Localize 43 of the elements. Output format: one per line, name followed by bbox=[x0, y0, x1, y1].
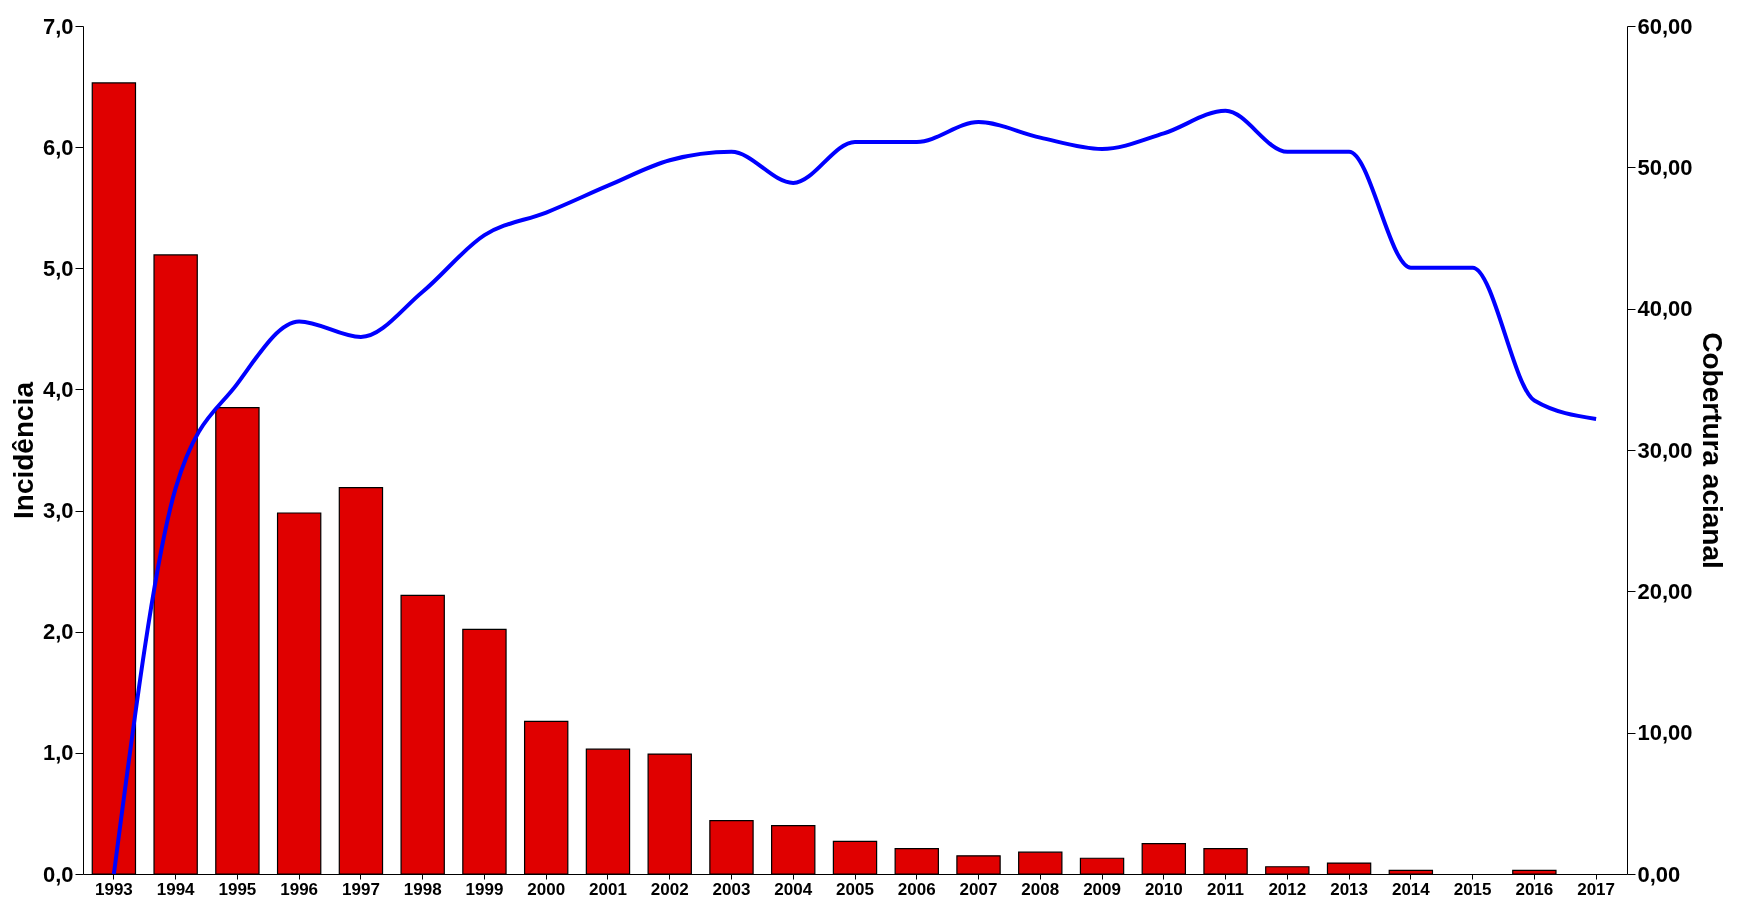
x-tick-label: 1993 bbox=[94, 879, 133, 899]
y2-tick-label: 60,00 bbox=[1637, 13, 1693, 39]
y-tick-label: 1,0 bbox=[42, 740, 74, 766]
x-tick-label: 2006 bbox=[897, 879, 936, 899]
y-tick-label: 5,0 bbox=[42, 255, 74, 281]
x-tick-label: 2002 bbox=[650, 879, 689, 899]
x-tick-label: 2007 bbox=[959, 879, 998, 899]
y2-tick-label: 20,00 bbox=[1637, 578, 1693, 604]
x-tick-label: 2000 bbox=[527, 879, 566, 899]
x-tick-label: 2009 bbox=[1083, 879, 1121, 899]
y2-tick-label: 40,00 bbox=[1637, 296, 1693, 322]
x-tick-label: 2015 bbox=[1453, 879, 1492, 899]
y-tick-label: 4,0 bbox=[42, 376, 74, 402]
y2-tick-label: 0,00 bbox=[1637, 861, 1681, 887]
x-tick-label: 2013 bbox=[1330, 879, 1368, 899]
x-tick-label: 2008 bbox=[1021, 879, 1060, 899]
x-tick-label: 2017 bbox=[1577, 879, 1616, 899]
x-tick-label: 2010 bbox=[1144, 879, 1183, 899]
x-tick-label: 1998 bbox=[403, 879, 442, 899]
x-tick-label: 2003 bbox=[712, 879, 751, 899]
x-tick-label: 1995 bbox=[218, 879, 257, 899]
y-tick-label: 0,0 bbox=[42, 861, 74, 887]
y2-tick-label: 30,00 bbox=[1637, 437, 1693, 463]
y2-axis-title: Cobertura acianal bbox=[1696, 332, 1728, 569]
x-tick-label: 2005 bbox=[836, 879, 874, 899]
x-tick-label: 1999 bbox=[465, 879, 504, 899]
x-tick-label: 2016 bbox=[1515, 879, 1554, 899]
y2-tick-label: 50,00 bbox=[1637, 154, 1693, 180]
x-tick-label: 2004 bbox=[774, 879, 813, 899]
x-tick-label: 2014 bbox=[1391, 879, 1431, 899]
x-tick-label: 1996 bbox=[280, 879, 319, 899]
y-tick-label: 3,0 bbox=[42, 498, 74, 524]
y-tick-label: 2,0 bbox=[42, 619, 74, 645]
y-tick-label: 6,0 bbox=[42, 134, 74, 160]
line-series bbox=[111, 108, 1599, 876]
x-tick-label: 1994 bbox=[156, 879, 196, 899]
x-tick-label: 2012 bbox=[1268, 879, 1307, 899]
y-tick-label: 7,0 bbox=[42, 13, 74, 39]
y2-tick-label: 10,00 bbox=[1637, 720, 1693, 746]
x-tick-label: 1997 bbox=[342, 879, 380, 899]
x-tick-label: 2001 bbox=[589, 879, 627, 899]
x-tick-label: 2011 bbox=[1207, 879, 1245, 899]
y-axis-title: Incidência bbox=[7, 381, 39, 519]
